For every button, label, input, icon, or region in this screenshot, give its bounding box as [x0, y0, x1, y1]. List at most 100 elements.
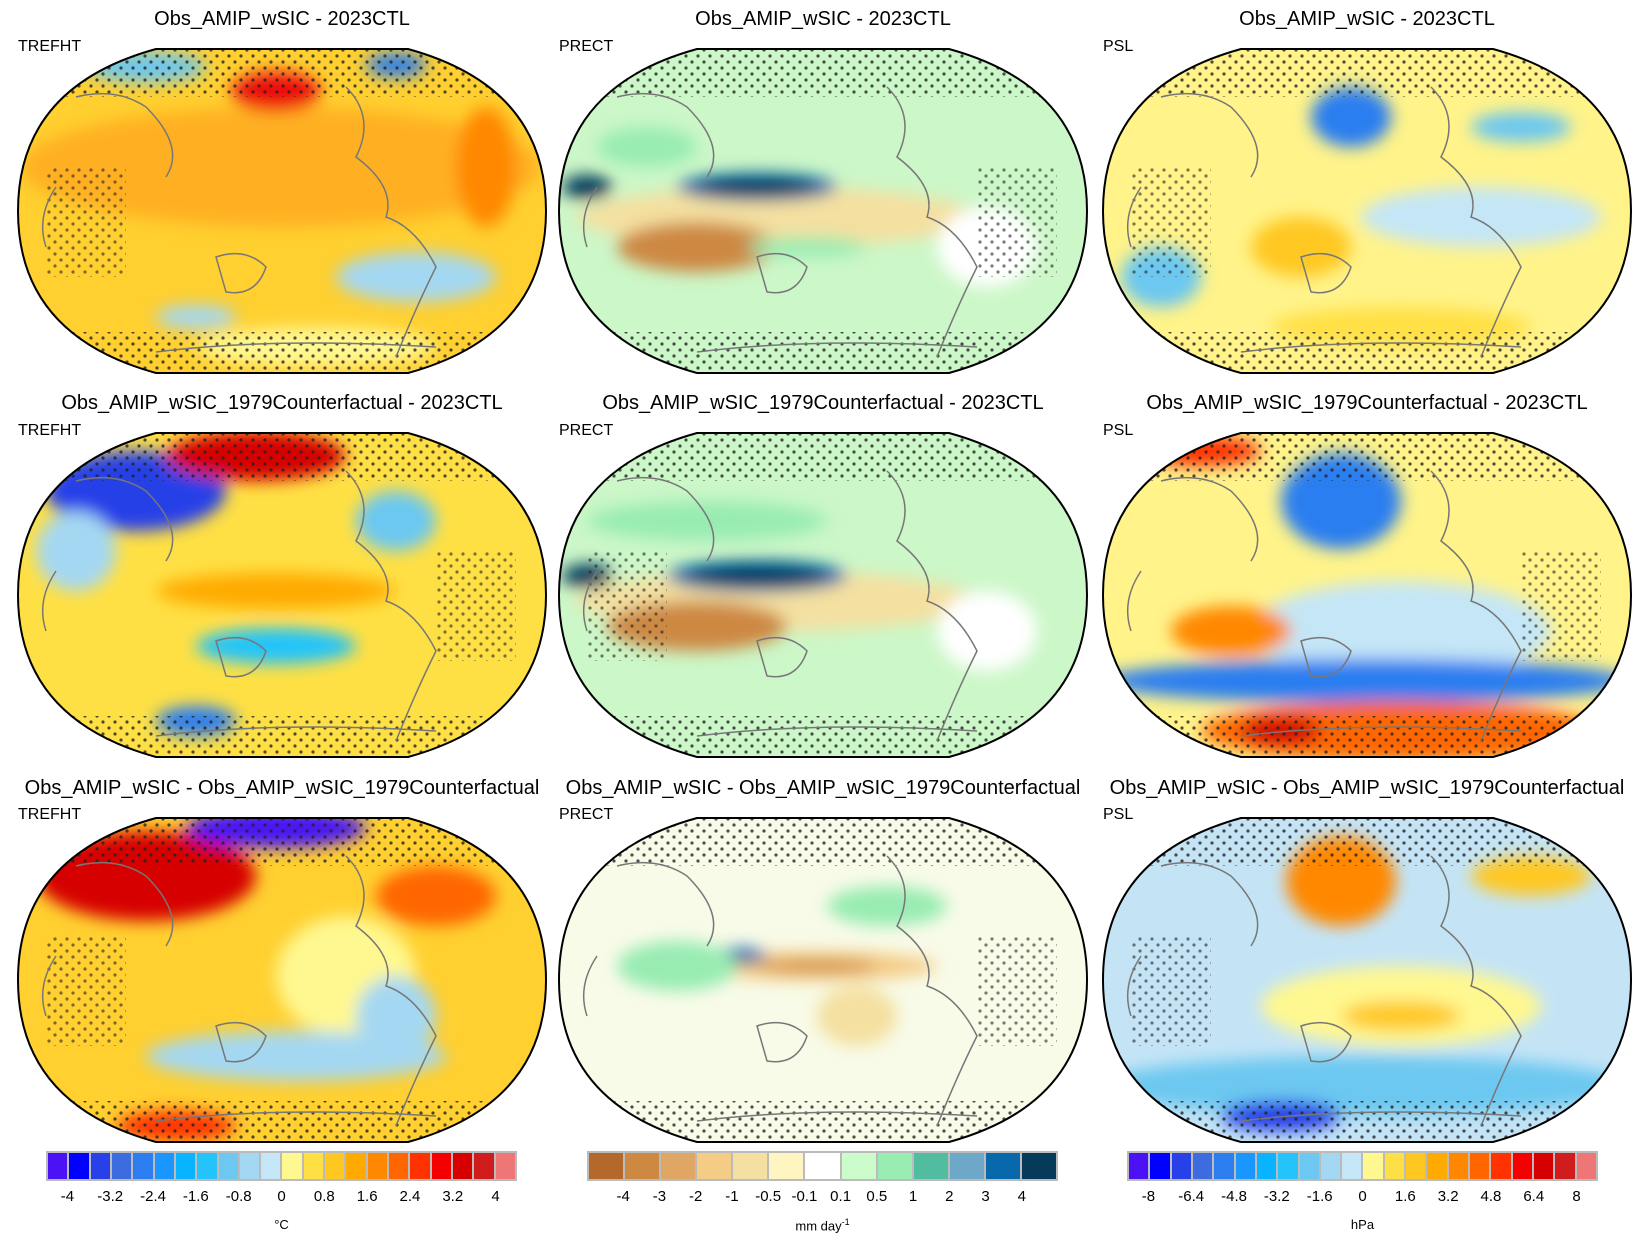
- field-anomaly: [597, 127, 697, 167]
- significance-stipple: [559, 818, 1087, 866]
- colorbar-swatch: [111, 1153, 132, 1179]
- colorbar-swatch: [239, 1153, 260, 1179]
- field-anomaly: [617, 222, 777, 272]
- field-anomaly: [1341, 1001, 1461, 1031]
- map-outline: [16, 432, 548, 758]
- colorbar-swatch: [495, 1153, 515, 1179]
- colorbar-swatch: [218, 1153, 238, 1179]
- significance-stipple: [1131, 936, 1211, 1046]
- field-anomaly: [562, 175, 612, 199]
- colorbar-swatch: [1427, 1153, 1447, 1179]
- coastline: [582, 86, 978, 358]
- panel-title: Obs_AMIP_wSIC - Obs_AMIP_wSIC_1979Counte…: [565, 777, 1081, 799]
- field-anomaly: [456, 107, 516, 227]
- map-panel: [16, 817, 548, 1143]
- colorbar-swatch: [154, 1153, 174, 1179]
- colorbar-tick-label: 3: [981, 1188, 990, 1205]
- colorbar-tick-label: 0.1: [830, 1188, 852, 1205]
- map-outline: [1101, 48, 1633, 374]
- field-anomaly: [1251, 581, 1551, 681]
- field-anomaly: [146, 1031, 446, 1081]
- colorbar-swatch: [90, 1153, 110, 1179]
- significance-stipple: [559, 433, 1087, 481]
- map-outline: [1101, 432, 1633, 758]
- coastline: [41, 855, 437, 1127]
- colorbar-swatch: [1342, 1153, 1362, 1179]
- colorbar-tick-label: -3: [652, 1188, 667, 1205]
- colorbar-swatch: [1320, 1153, 1341, 1179]
- coastline: [582, 855, 978, 1127]
- significance-stipple: [18, 49, 546, 97]
- significance-stipple: [559, 49, 1087, 97]
- colorbar-swatch: [69, 1153, 89, 1179]
- colorbar-tick-label: 2.4: [399, 1188, 421, 1205]
- colorbar-tick-label: -1: [725, 1188, 739, 1205]
- field-anomaly: [156, 573, 396, 609]
- significance-stipple: [18, 716, 546, 757]
- colorbar-swatch: [346, 1153, 366, 1179]
- colorbar-tick-label: 4.8: [1480, 1188, 1502, 1205]
- colorbar-unit: mm day-1: [795, 1217, 849, 1233]
- colorbar-swatch: [1576, 1153, 1596, 1179]
- significance-stipple: [1103, 1101, 1631, 1142]
- field-anomaly: [617, 941, 737, 991]
- map-panel: [1101, 817, 1633, 1143]
- significance-stipple: [559, 1101, 1087, 1142]
- field-anomaly: [697, 178, 817, 196]
- map-panel: [557, 432, 1089, 758]
- colorbar-unit: °C: [274, 1217, 289, 1232]
- panel-title: Obs_AMIP_wSIC - 2023CTL: [154, 8, 410, 30]
- significance-stipple: [587, 551, 667, 661]
- variable-label: TREFHT: [18, 38, 82, 55]
- variable-label: PRECT: [559, 422, 614, 439]
- field-anomaly: [1251, 217, 1351, 277]
- colorbar-swatch: [175, 1153, 196, 1179]
- coastline: [1126, 470, 1522, 742]
- significance-stipple: [18, 1101, 546, 1142]
- map-panel: [557, 48, 1089, 374]
- variable-label: PSL: [1103, 38, 1134, 55]
- panel-title: Obs_AMIP_wSIC - Obs_AMIP_wSIC_1979Counte…: [1109, 777, 1625, 799]
- field-anomaly: [817, 986, 897, 1046]
- significance-stipple: [18, 433, 546, 481]
- colorbar-swatch: [805, 1153, 840, 1179]
- colorbar-unit: hPa: [1351, 1217, 1374, 1232]
- significance-stipple: [559, 716, 1087, 757]
- colorbar-swatch: [1555, 1153, 1575, 1179]
- variable-label: PSL: [1103, 806, 1134, 823]
- colorbar-swatch: [769, 1153, 804, 1179]
- colorbar-swatch: [1299, 1153, 1319, 1179]
- variable-label: PSL: [1103, 422, 1134, 439]
- map-outline: [16, 817, 548, 1143]
- colorbar-tick-label: 1.6: [356, 1188, 378, 1205]
- significance-stipple: [18, 818, 546, 866]
- colorbar-swatch: [431, 1153, 451, 1179]
- unit-superscript: -1: [841, 1217, 850, 1227]
- colorbar-tick-label: -0.1: [791, 1188, 818, 1205]
- colorbar-swatch: [367, 1153, 387, 1179]
- panel-title: Obs_AMIP_wSIC - Obs_AMIP_wSIC_1979Counte…: [24, 777, 540, 799]
- colorbar-tick-label: -6.4: [1178, 1188, 1205, 1205]
- colorbar-tick-label: -2: [689, 1188, 703, 1205]
- colorbar-swatch: [1406, 1153, 1426, 1179]
- significance-stipple: [436, 551, 516, 661]
- field-anomaly: [1311, 87, 1391, 147]
- colorbar-swatch: [1256, 1153, 1277, 1179]
- colorbar-swatch: [1129, 1153, 1149, 1179]
- colorbar-tick-label: 4: [491, 1188, 500, 1205]
- variable-label: TREFHT: [18, 806, 82, 823]
- colorbar-tick-label: 0: [277, 1188, 286, 1205]
- colorbar-tick-label: 3.2: [442, 1188, 464, 1205]
- field-anomaly: [687, 566, 827, 586]
- field-anomaly: [587, 501, 827, 541]
- colorbar-swatch: [1171, 1153, 1191, 1179]
- field-anomaly: [1171, 606, 1291, 656]
- colorbar-tick-label: 4: [1017, 1188, 1026, 1205]
- colorbar-swatch: [661, 1153, 696, 1179]
- field-anomaly: [21, 107, 541, 227]
- map-outline: [557, 432, 1089, 758]
- colorbar-tick-label: -2.4: [140, 1188, 166, 1205]
- colorbar-tick-label: 1.6: [1394, 1188, 1416, 1205]
- coastline: [1126, 855, 1522, 1127]
- map-panel: [557, 817, 1089, 1143]
